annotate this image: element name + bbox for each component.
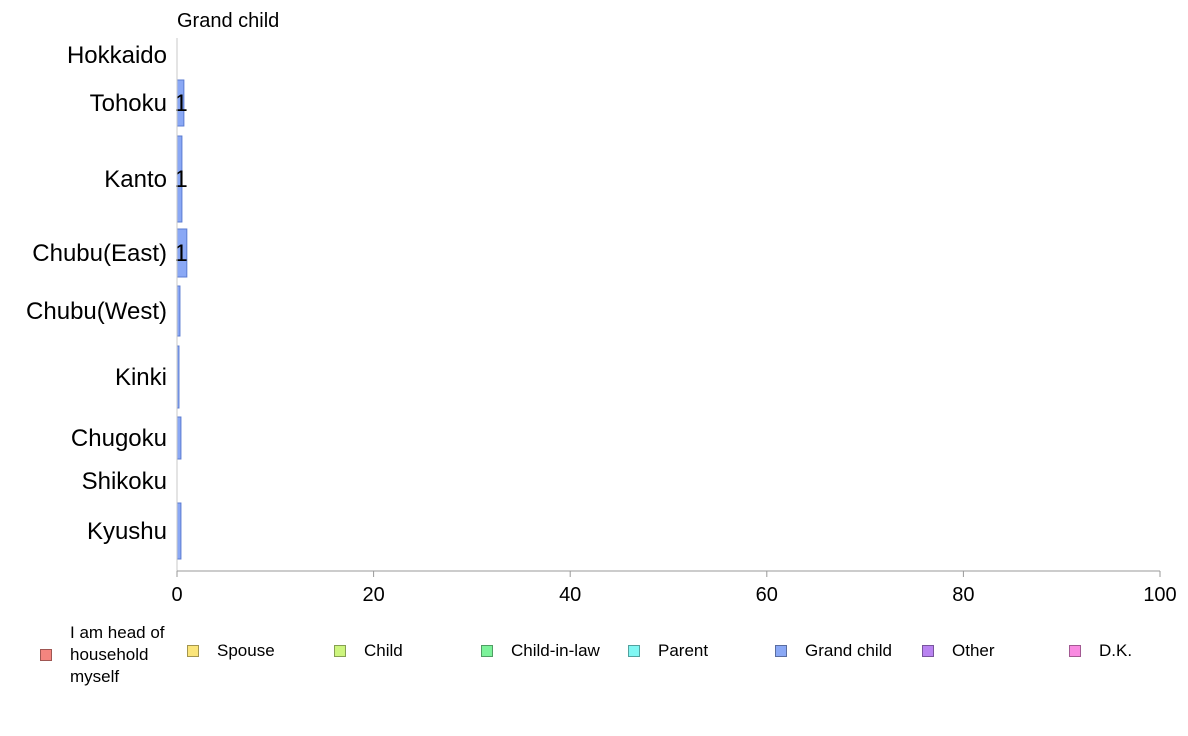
legend-swatch: [922, 645, 934, 657]
legend-label: Other: [952, 641, 995, 660]
legend-item: Parent: [628, 640, 708, 662]
x-tick-label: 80: [952, 584, 974, 606]
legend-swatch: [628, 645, 640, 657]
legend-label: Parent: [658, 641, 709, 660]
legend-swatch: [40, 649, 52, 661]
category-label: Chubu(West): [26, 298, 167, 325]
category-label: Kyushu: [87, 518, 167, 545]
category-label: Chubu(East): [32, 240, 167, 267]
legend-item: I am head of household myself: [40, 622, 165, 688]
data-label: 1: [174, 240, 187, 267]
x-tick-label: 0: [171, 584, 182, 606]
legend: I am head of household myself Spouse Child…: [0, 622, 1188, 692]
legend-label: I am head of household myself: [70, 623, 165, 686]
legend-item: Child: [334, 640, 403, 662]
category-label: Tohoku: [90, 90, 167, 117]
legend-swatch: [775, 645, 787, 657]
legend-swatch: [187, 645, 199, 657]
category-label: Hokkaido: [67, 42, 167, 69]
x-tick-label: 20: [362, 584, 384, 606]
legend-item: Grand child: [775, 640, 892, 662]
legend-swatch: [334, 645, 346, 657]
bar: [176, 416, 182, 460]
bar-chart: Grand child Hokkaido Tohoku 1 Kanto 1 Chubu(E…: [26, 10, 1177, 606]
legend-item: Child-in-law: [481, 640, 600, 662]
legend-label: Child-in-law: [511, 641, 600, 660]
legend-swatch: [1069, 645, 1081, 657]
legend-label: Child: [364, 641, 403, 660]
category-label: Chugoku: [71, 425, 167, 452]
legend-label: Spouse: [217, 641, 275, 660]
legend-label: Grand child: [805, 641, 892, 660]
category-label: Kinki: [115, 364, 167, 391]
legend-item: Spouse: [187, 640, 275, 662]
chart-title: Grand child: [177, 10, 279, 32]
x-tick-label: 40: [559, 584, 581, 606]
data-label: 1: [174, 90, 187, 117]
legend-item: Other: [922, 640, 995, 662]
legend-label: D.K.: [1099, 641, 1133, 660]
legend-swatch: [481, 645, 493, 657]
legend-item: D.K.: [1069, 640, 1132, 662]
category-label: Shikoku: [82, 468, 167, 495]
x-tick-label: 60: [756, 584, 778, 606]
data-label: 1: [174, 166, 187, 193]
category-label: Kanto: [104, 166, 167, 193]
x-tick-label: 100: [1143, 584, 1176, 606]
bar: [176, 502, 182, 560]
